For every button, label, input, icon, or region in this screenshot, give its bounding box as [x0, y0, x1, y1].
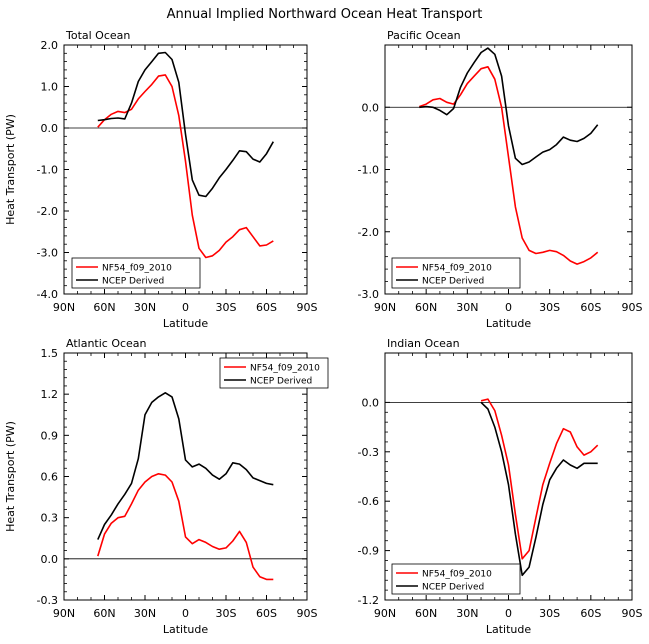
x-tick-label: 30S	[539, 607, 560, 620]
legend-label: NF54_f09_2010	[102, 264, 172, 274]
x-axis-label: Latitude	[486, 317, 532, 330]
x-tick-label: 60S	[580, 607, 601, 620]
y-tick-label: -4.0	[37, 288, 58, 301]
y-tick-label: 0.3	[41, 512, 59, 525]
panel-title: Total Ocean	[65, 29, 130, 42]
x-tick-label: 30N	[134, 607, 156, 620]
series-line-nf54-f09-2010	[480, 398, 599, 560]
y-axis-label: Heat Transport (PW)	[4, 114, 17, 225]
panel-title: Pacific Ocean	[387, 29, 461, 42]
y-tick-label: 1.5	[41, 347, 59, 360]
y-tick-label: 0.0	[362, 101, 380, 114]
y-tick-label: 1.0	[41, 81, 59, 94]
x-axis-label: Latitude	[163, 317, 209, 330]
plot-frame	[384, 352, 633, 601]
x-tick-label: 0	[505, 607, 512, 620]
legend-label: NCEP Derived	[250, 377, 312, 387]
x-tick-label: 90N	[374, 301, 396, 314]
x-tick-label: 90S	[622, 301, 643, 314]
x-tick-label: 90N	[53, 607, 75, 620]
x-tick-label: 30S	[216, 301, 237, 314]
x-tick-label: 60N	[415, 607, 437, 620]
y-tick-label: -1.0	[358, 164, 379, 177]
plot-frame	[63, 44, 308, 295]
x-tick-label: 30N	[456, 301, 478, 314]
legend: NF54_f09_2010 NCEP Derived	[219, 357, 329, 389]
panel-atlantic-ocean: -0.3 0.0 0.3 0.6 0.9 1.2 1.5 90N 60N 30N 0 30S 60S 90…	[4, 337, 329, 636]
panel-title: Indian Ocean	[387, 337, 460, 350]
y-tick-label: -0.9	[358, 545, 379, 558]
y-tick-label: 0.0	[362, 396, 380, 409]
legend-box	[71, 257, 201, 289]
legend: NF54_f09_2010 NCEP Derived	[391, 563, 521, 595]
y-tick-label: -0.3	[37, 594, 58, 607]
legend-label: NCEP Derived	[102, 277, 164, 287]
y-tick-label: -2.0	[37, 205, 58, 218]
x-tick-label: 30N	[456, 607, 478, 620]
x-axis-label: Latitude	[163, 623, 209, 636]
y-tick-label: -3.0	[37, 247, 58, 260]
y-tick-label: 0.0	[41, 122, 59, 135]
legend-label: NCEP Derived	[422, 277, 484, 287]
y-tick-label: 0.6	[41, 471, 59, 484]
x-tick-label: 30S	[539, 301, 560, 314]
x-tick-label: 60N	[93, 301, 115, 314]
y-tick-label: -0.3	[358, 446, 379, 459]
series-line-nf54-f09-2010	[419, 66, 599, 265]
x-axis-label: Latitude	[486, 623, 532, 636]
x-tick-label: 90S	[297, 607, 318, 620]
y-axis-label: Heat Transport (PW)	[4, 421, 17, 532]
panel-title: Atlantic Ocean	[66, 337, 147, 350]
panel-indian-ocean: -1.2 -0.9 -0.6 -0.3 0.0 90N 60N 30N 0 30S 60S 90S In…	[358, 337, 643, 636]
y-tick-label: 2.0	[41, 39, 59, 52]
x-tick-label: 30S	[216, 607, 237, 620]
y-tick-label: -1.2	[358, 594, 379, 607]
x-tick-label: 90S	[622, 607, 643, 620]
x-tick-label: 60S	[256, 607, 277, 620]
x-tick-label: 60S	[580, 301, 601, 314]
legend-label: NF54_f09_2010	[250, 364, 320, 374]
x-tick-label: 0	[505, 301, 512, 314]
panel-pacific-ocean: -3.0 -2.0 -1.0 0.0 90N 60N 30N 0 30S 60S 90S Pacifi…	[358, 29, 643, 330]
series-line-nf54-f09-2010	[97, 472, 274, 581]
legend-box	[391, 563, 521, 595]
y-tick-label: -1.0	[37, 164, 58, 177]
x-tick-label: 0	[182, 607, 189, 620]
y-tick-label: -0.6	[358, 495, 379, 508]
x-tick-label: 90N	[374, 607, 396, 620]
legend-label: NF54_f09_2010	[422, 570, 492, 580]
y-tick-label: 0.9	[41, 429, 59, 442]
legend-box	[219, 357, 329, 389]
series-line-ncep-derived	[480, 401, 598, 577]
figure-title: Annual Implied Northward Ocean Heat Tran…	[167, 7, 483, 22]
plot-frame	[63, 352, 308, 601]
legend-box	[391, 257, 521, 289]
series-line-ncep-derived	[97, 51, 274, 198]
series-line-ncep-derived	[419, 47, 599, 166]
x-tick-label: 90N	[53, 301, 75, 314]
x-tick-label: 60N	[93, 607, 115, 620]
legend-label: NF54_f09_2010	[422, 264, 492, 274]
panel-total-ocean: -4.0 -3.0 -2.0 -1.0 0.0 1.0 2.0 90N 60N 30N 0 30S 60…	[4, 29, 318, 330]
series-line-ncep-derived	[97, 391, 274, 540]
plot-frame	[384, 44, 633, 295]
legend-label: NCEP Derived	[422, 583, 484, 593]
panels: -4.0 -3.0 -2.0 -1.0 0.0 1.0 2.0 90N 60N 30N 0 30S 60…	[4, 29, 643, 636]
y-tick-label: 0.0	[41, 553, 59, 566]
legend: NF54_f09_2010 NCEP Derived	[391, 257, 521, 289]
y-tick-label: -3.0	[358, 288, 379, 301]
x-tick-label: 0	[182, 301, 189, 314]
x-tick-label: 90S	[297, 301, 318, 314]
x-tick-label: 30N	[134, 301, 156, 314]
x-tick-label: 60N	[415, 301, 437, 314]
series-line-nf54-f09-2010	[97, 74, 274, 259]
x-tick-label: 60S	[256, 301, 277, 314]
y-tick-label: 1.2	[41, 388, 59, 401]
legend: NF54_f09_2010 NCEP Derived	[71, 257, 201, 289]
y-tick-label: -2.0	[358, 226, 379, 239]
